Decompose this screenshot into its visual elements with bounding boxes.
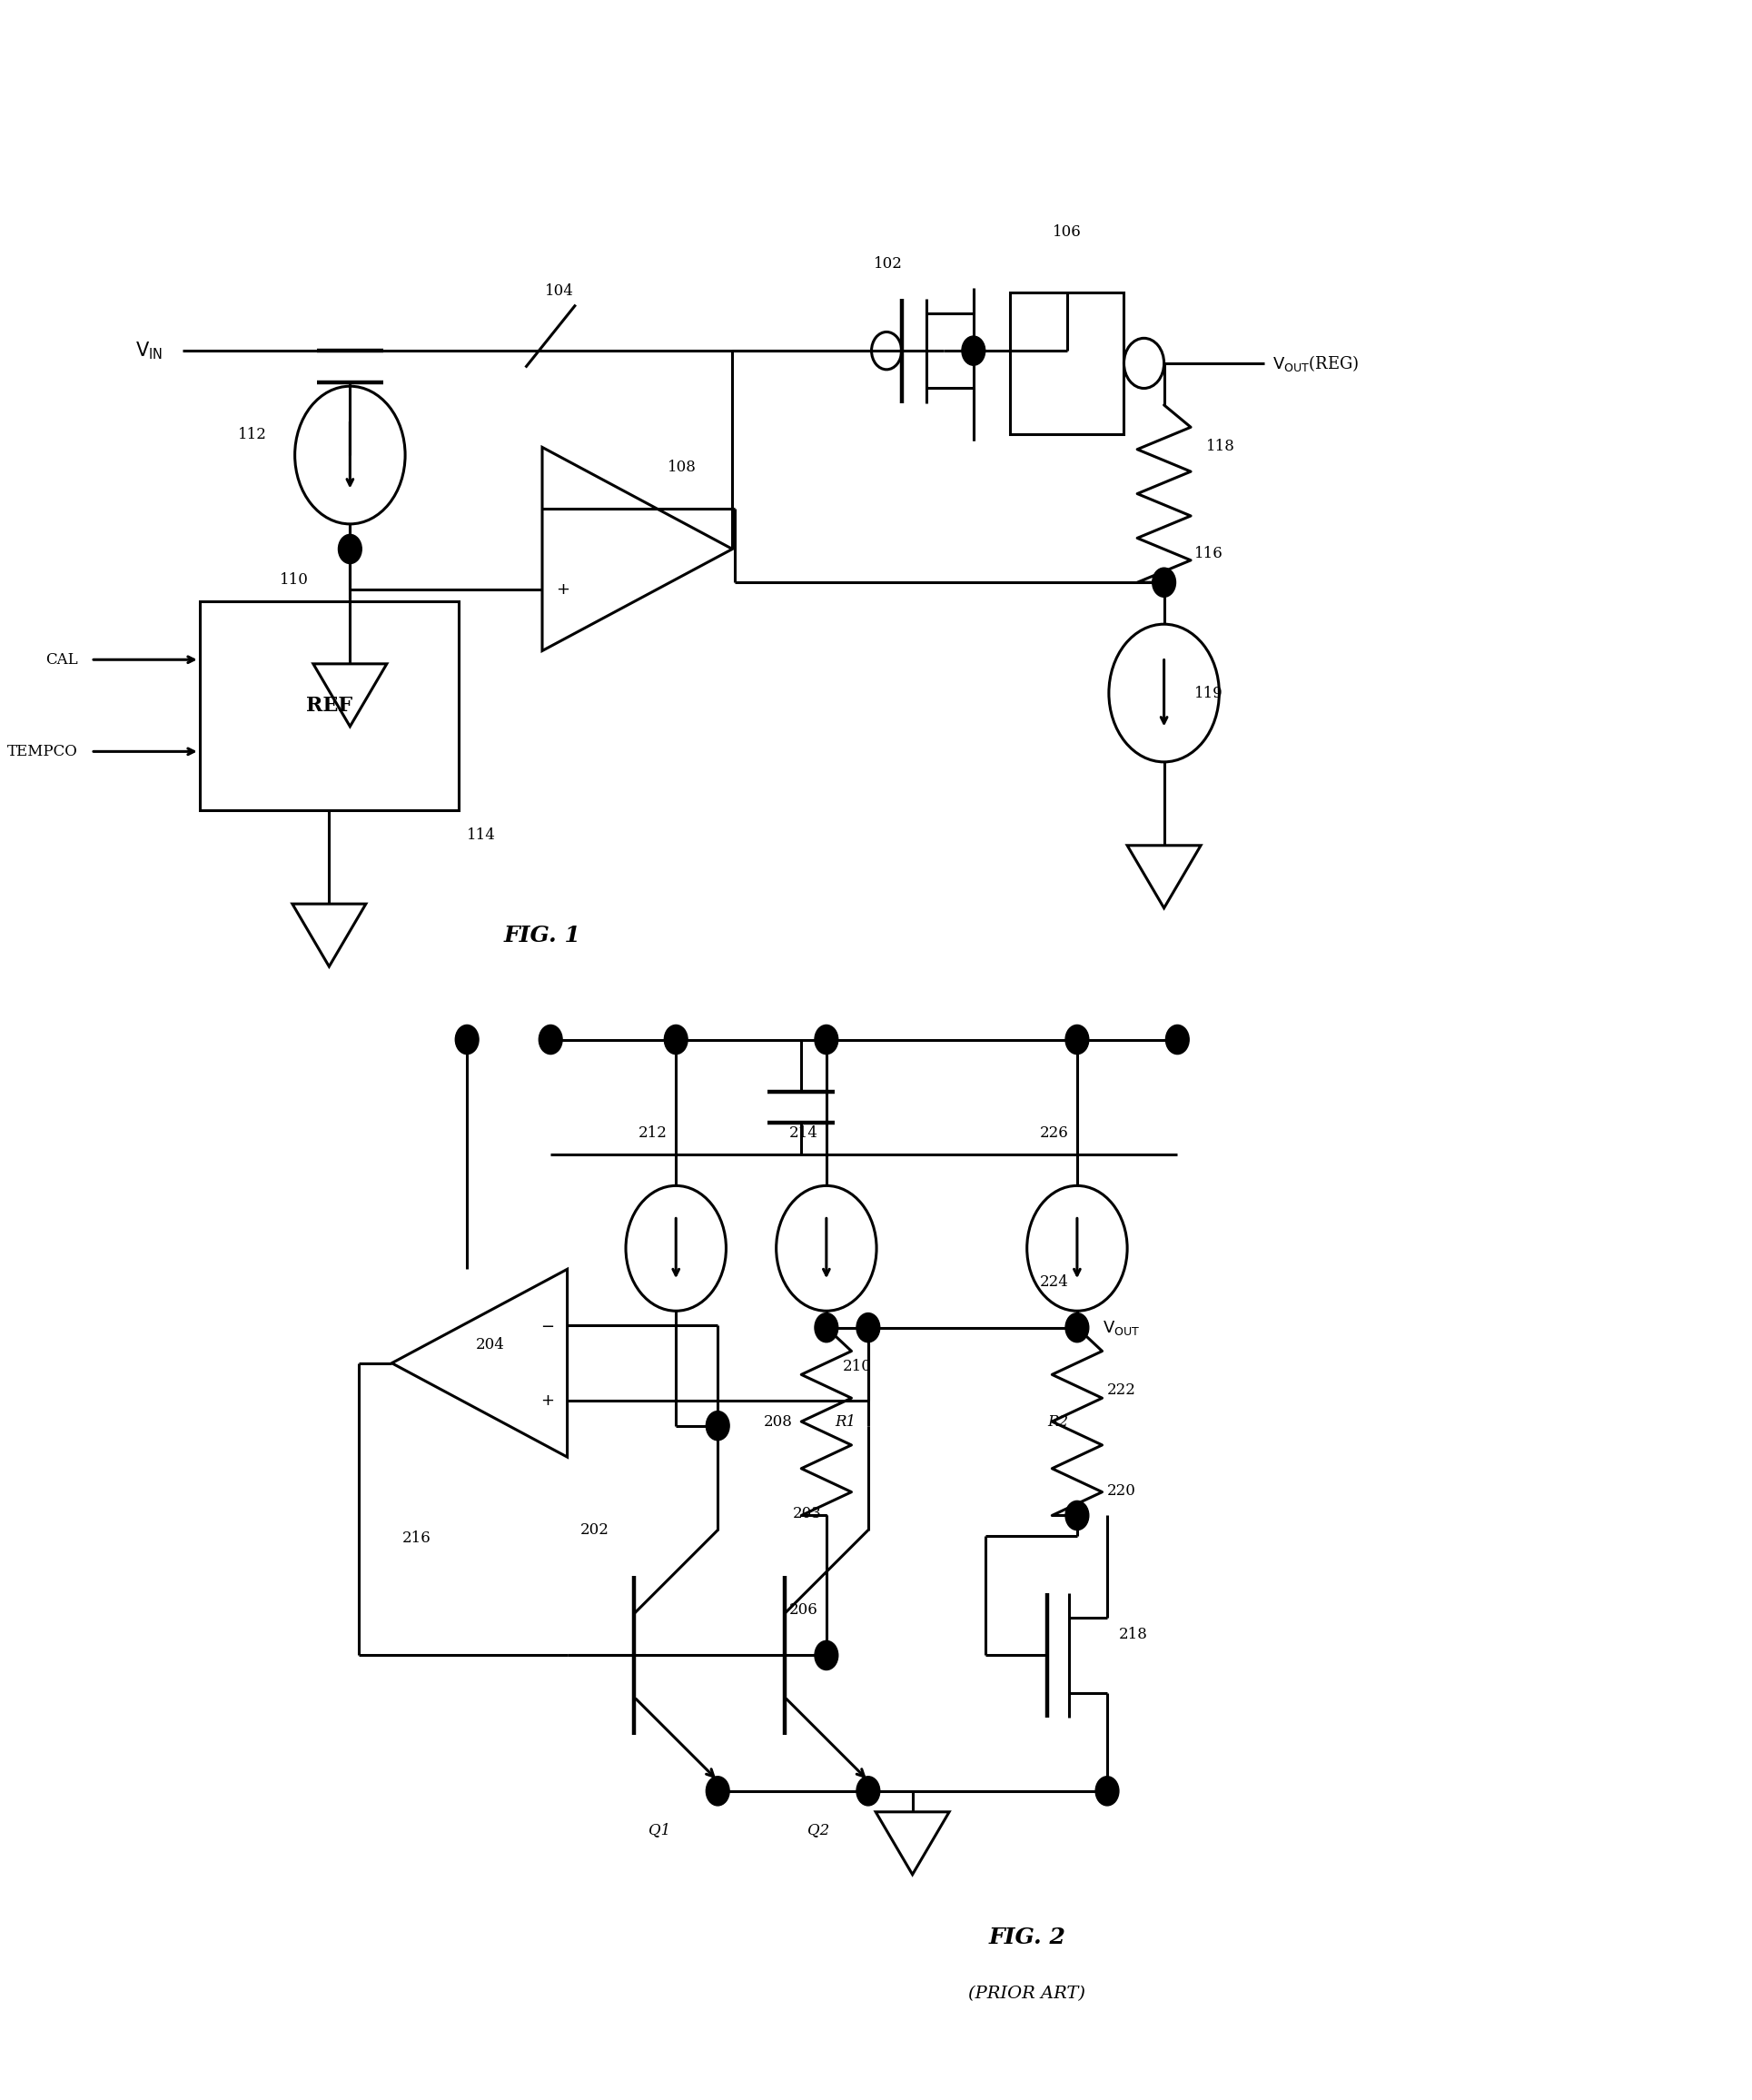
Text: 210: 210 (843, 1359, 872, 1373)
Circle shape (338, 533, 361, 563)
Text: 222: 222 (1107, 1382, 1135, 1399)
Text: $-$: $-$ (540, 1317, 554, 1334)
Text: FIG. 2: FIG. 2 (988, 1926, 1065, 1949)
Circle shape (815, 1312, 837, 1342)
Circle shape (815, 1640, 837, 1670)
Circle shape (540, 1025, 562, 1054)
Text: 226: 226 (1041, 1126, 1069, 1140)
Text: 212: 212 (639, 1126, 668, 1140)
Text: 202: 202 (580, 1522, 610, 1537)
Text: $-$: $-$ (555, 500, 569, 517)
Text: FIG. 1: FIG. 1 (503, 924, 580, 947)
Text: 118: 118 (1205, 439, 1235, 454)
Text: 216: 216 (403, 1531, 431, 1546)
Text: Q2: Q2 (808, 1823, 829, 1838)
Circle shape (706, 1411, 729, 1441)
Text: 102: 102 (874, 256, 902, 271)
Text: 112: 112 (238, 426, 266, 441)
Text: 110: 110 (279, 573, 308, 588)
Text: 116: 116 (1195, 546, 1223, 561)
Circle shape (1095, 1777, 1120, 1806)
Text: 208: 208 (764, 1413, 794, 1430)
Circle shape (815, 1025, 837, 1054)
Circle shape (1065, 1312, 1088, 1342)
Text: 119: 119 (1195, 685, 1223, 701)
Text: 203: 203 (794, 1506, 822, 1520)
Text: 104: 104 (545, 284, 573, 298)
Text: TEMPCO: TEMPCO (7, 743, 77, 760)
Text: $\mathrm{V_{OUT}}$: $\mathrm{V_{OUT}}$ (1102, 1319, 1139, 1338)
Text: Q1: Q1 (648, 1823, 671, 1838)
Text: 204: 204 (475, 1338, 505, 1352)
Text: 114: 114 (468, 827, 496, 842)
Text: $\mathrm{V_{OUT}}$(REG): $\mathrm{V_{OUT}}$(REG) (1272, 353, 1360, 374)
Text: 106: 106 (1053, 225, 1081, 239)
Circle shape (706, 1777, 729, 1806)
Text: CAL: CAL (46, 651, 77, 668)
Text: $+$: $+$ (555, 582, 569, 598)
Text: 206: 206 (788, 1602, 818, 1617)
Circle shape (1065, 1502, 1088, 1531)
Text: R1: R1 (834, 1413, 855, 1430)
Text: R2: R2 (1048, 1413, 1069, 1430)
Circle shape (857, 1777, 880, 1806)
Text: 108: 108 (668, 460, 697, 475)
Circle shape (664, 1025, 687, 1054)
Circle shape (1065, 1025, 1088, 1054)
Bar (1011, 292, 1123, 435)
Circle shape (857, 1312, 880, 1342)
Text: 220: 220 (1107, 1483, 1135, 1499)
Text: 224: 224 (1039, 1275, 1069, 1289)
Text: $+$: $+$ (540, 1392, 554, 1409)
Circle shape (1165, 1025, 1190, 1054)
Circle shape (456, 1025, 478, 1054)
Text: (PRIOR ART): (PRIOR ART) (969, 1984, 1086, 2001)
Text: $\mathrm{V_{IN}}$: $\mathrm{V_{IN}}$ (135, 340, 163, 361)
Bar (200, 601, 459, 811)
Text: 214: 214 (788, 1126, 818, 1140)
Text: REF: REF (307, 695, 352, 716)
Text: 218: 218 (1120, 1628, 1148, 1642)
Circle shape (1153, 567, 1176, 596)
Circle shape (962, 336, 985, 365)
